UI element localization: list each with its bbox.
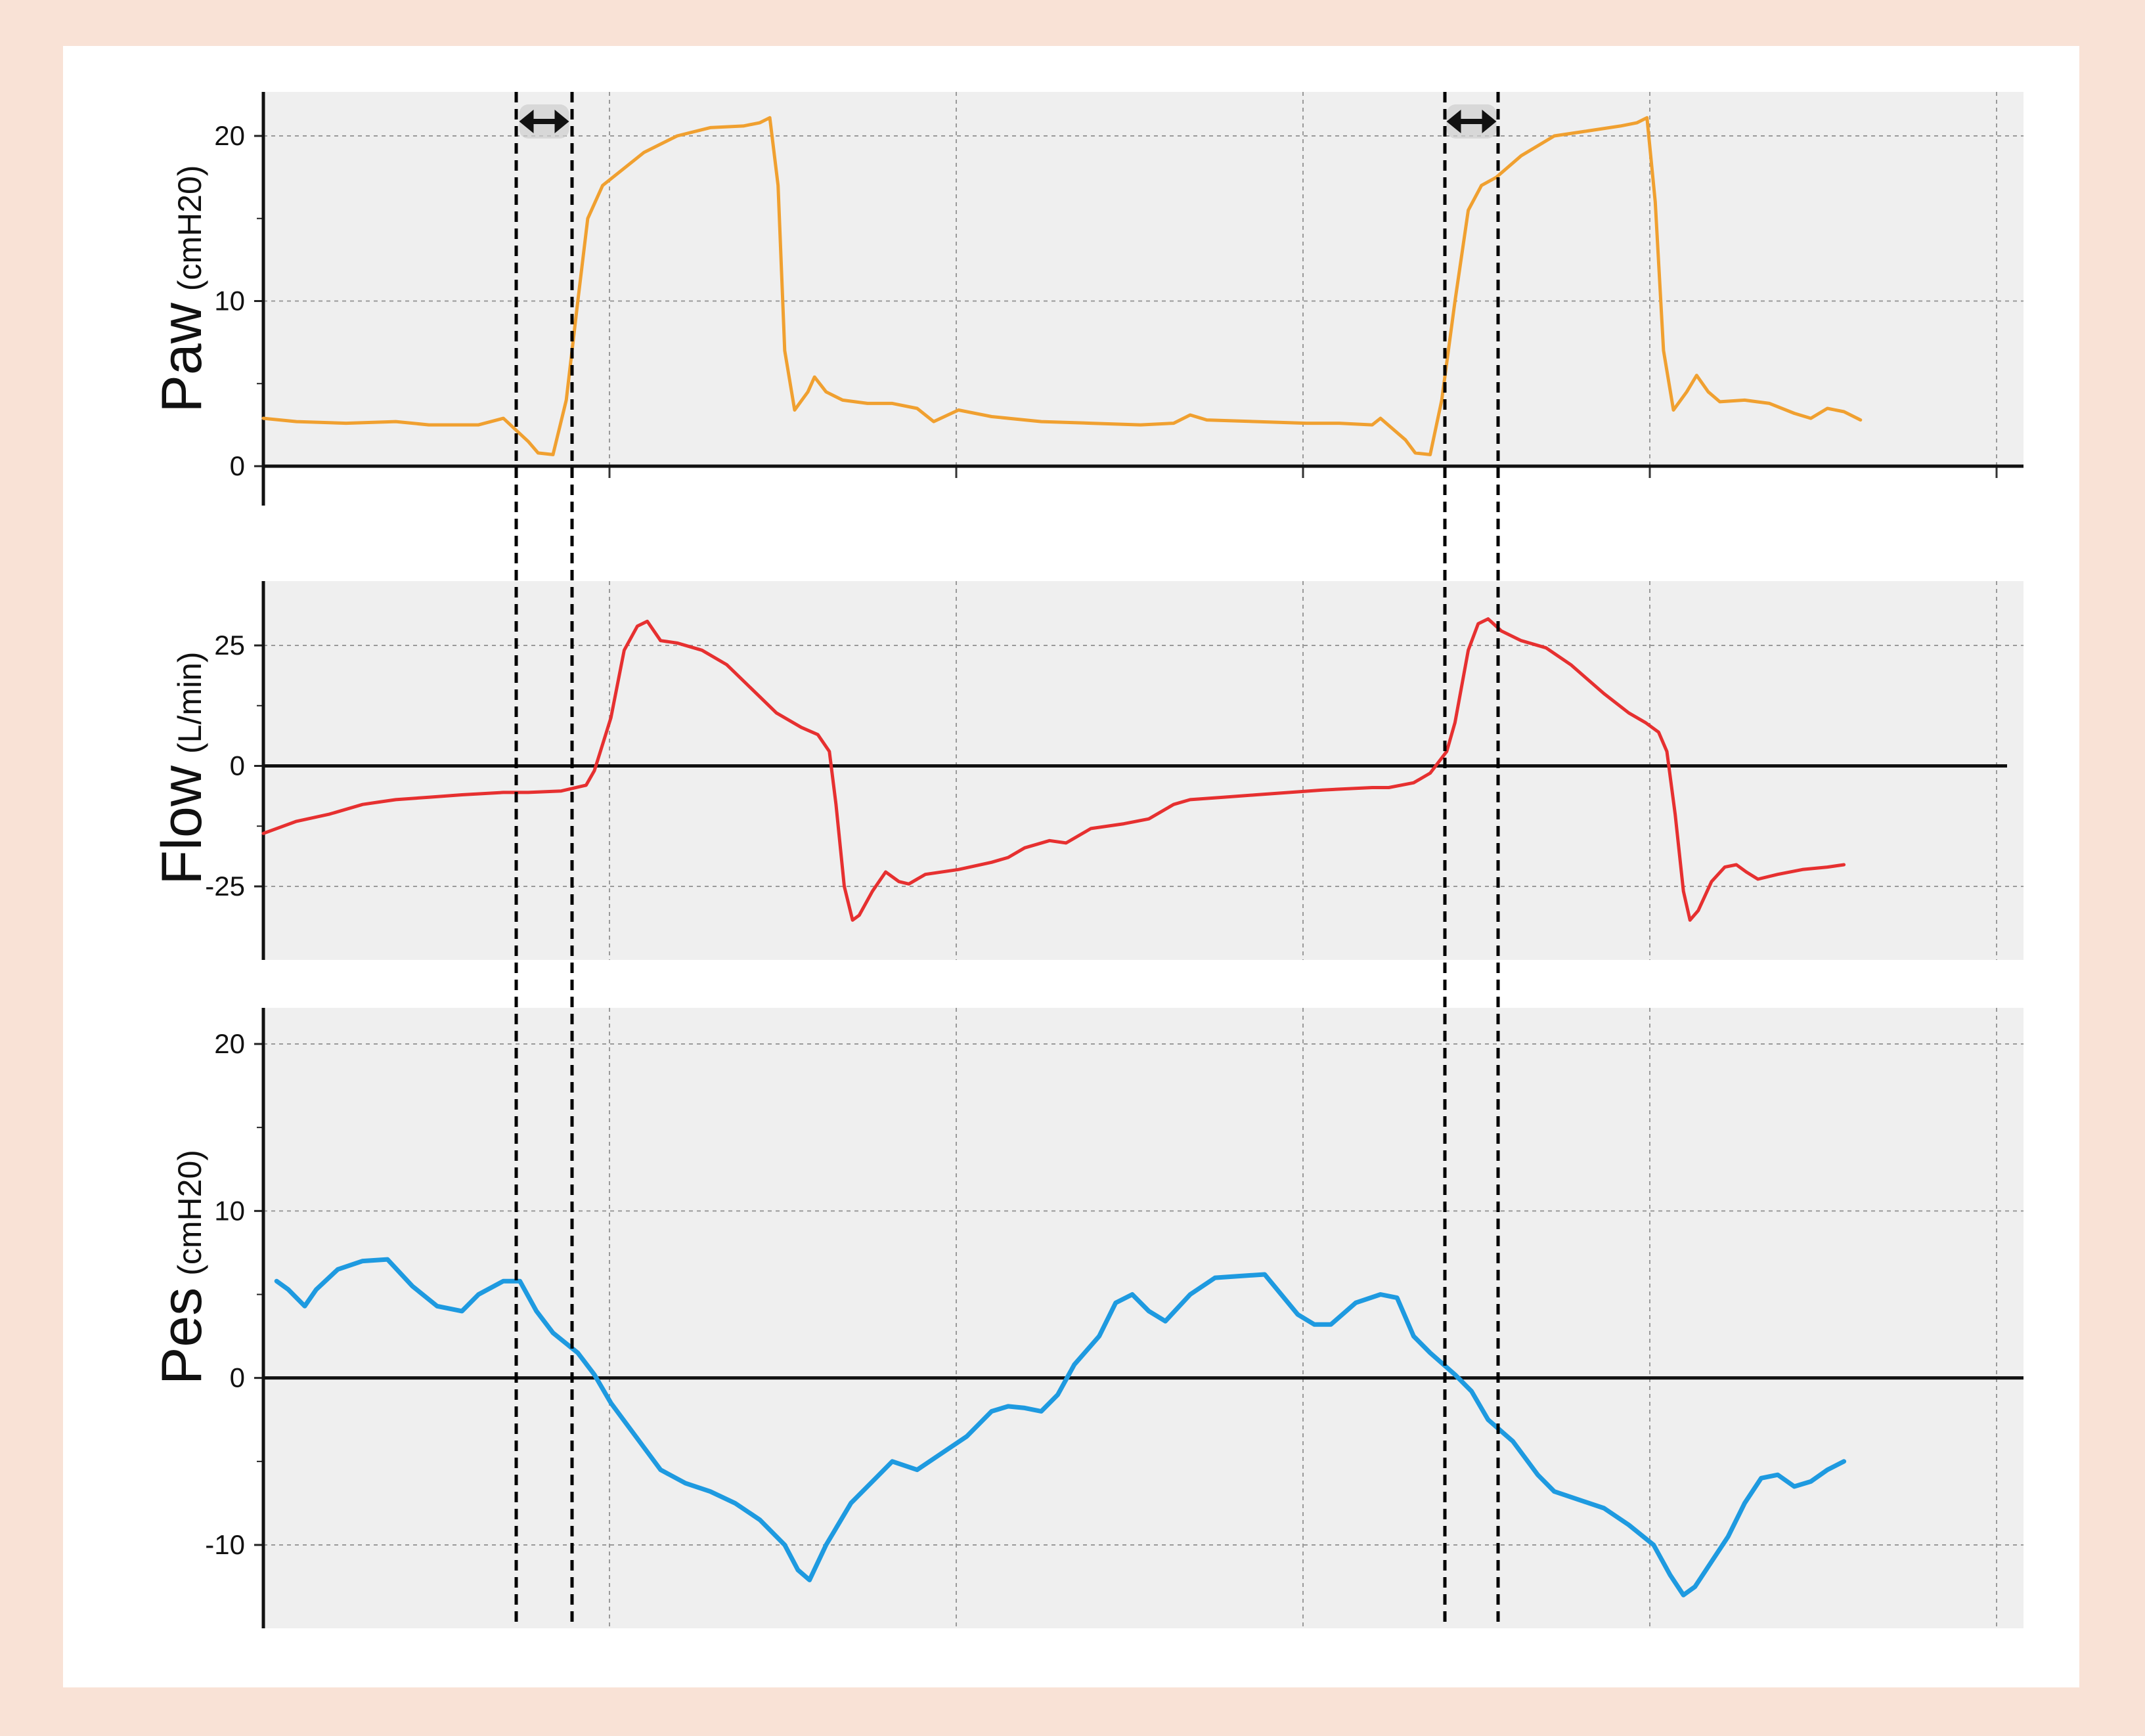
chart-panel-pes: -10 0 10 20 Pes (cmH20) (150, 1008, 2023, 1628)
chart-panel: 0 10 20 Paw (cmH20) -25 0 25 Flow (L/min) -10 0 10 20… (63, 46, 2079, 1687)
y-tick-label: 20 (214, 120, 245, 151)
double-arrow-right-head (1482, 110, 1497, 133)
y-axis-label-name: Flow (150, 765, 213, 884)
waveform-chart: 0 10 20 Paw (cmH20) -25 0 25 Flow (L/min) -10 0 10 20… (150, 92, 2023, 1628)
chart-panel-flow: -25 0 25 Flow (L/min) (150, 581, 2023, 960)
y-axis-label-unit: (L/min) (171, 651, 208, 754)
y-tick-label: -10 (205, 1529, 245, 1560)
double-arrow-right-head (554, 110, 569, 133)
y-tick-label: -25 (205, 871, 245, 901)
series-line-pes (274, 1257, 1847, 1597)
y-axis-label: Pes (cmH20) (150, 1150, 213, 1385)
y-tick-label: 25 (214, 630, 245, 661)
y-tick-label: 0 (230, 750, 245, 781)
double-arrow-left-head (519, 110, 534, 133)
y-tick-label: 10 (214, 286, 245, 316)
plot-background (263, 1008, 2023, 1628)
y-tick-label: 0 (230, 450, 245, 481)
series-line-flow (261, 617, 1846, 922)
y-axis-label: Paw (cmH20) (150, 165, 213, 413)
series-line-paw (261, 116, 1863, 456)
y-axis-label-unit: (cmH20) (171, 1150, 208, 1276)
plot-background (263, 581, 2023, 960)
y-tick-label: 0 (230, 1362, 245, 1393)
double-arrow-icon (1446, 104, 1497, 139)
y-axis-label-unit: (cmH20) (171, 165, 208, 292)
chart-panel-paw: 0 10 20 Paw (cmH20) (150, 92, 2023, 506)
y-tick-label: 20 (214, 1028, 245, 1059)
y-axis-label: Flow (L/min) (150, 651, 213, 884)
y-tick-label: 10 (214, 1195, 245, 1226)
y-axis-label-name: Paw (150, 302, 213, 412)
double-arrow-icon (519, 104, 569, 139)
double-arrow-left-head (1446, 110, 1461, 133)
y-axis-label-name: Pes (150, 1288, 213, 1385)
plot-background (263, 92, 2023, 466)
